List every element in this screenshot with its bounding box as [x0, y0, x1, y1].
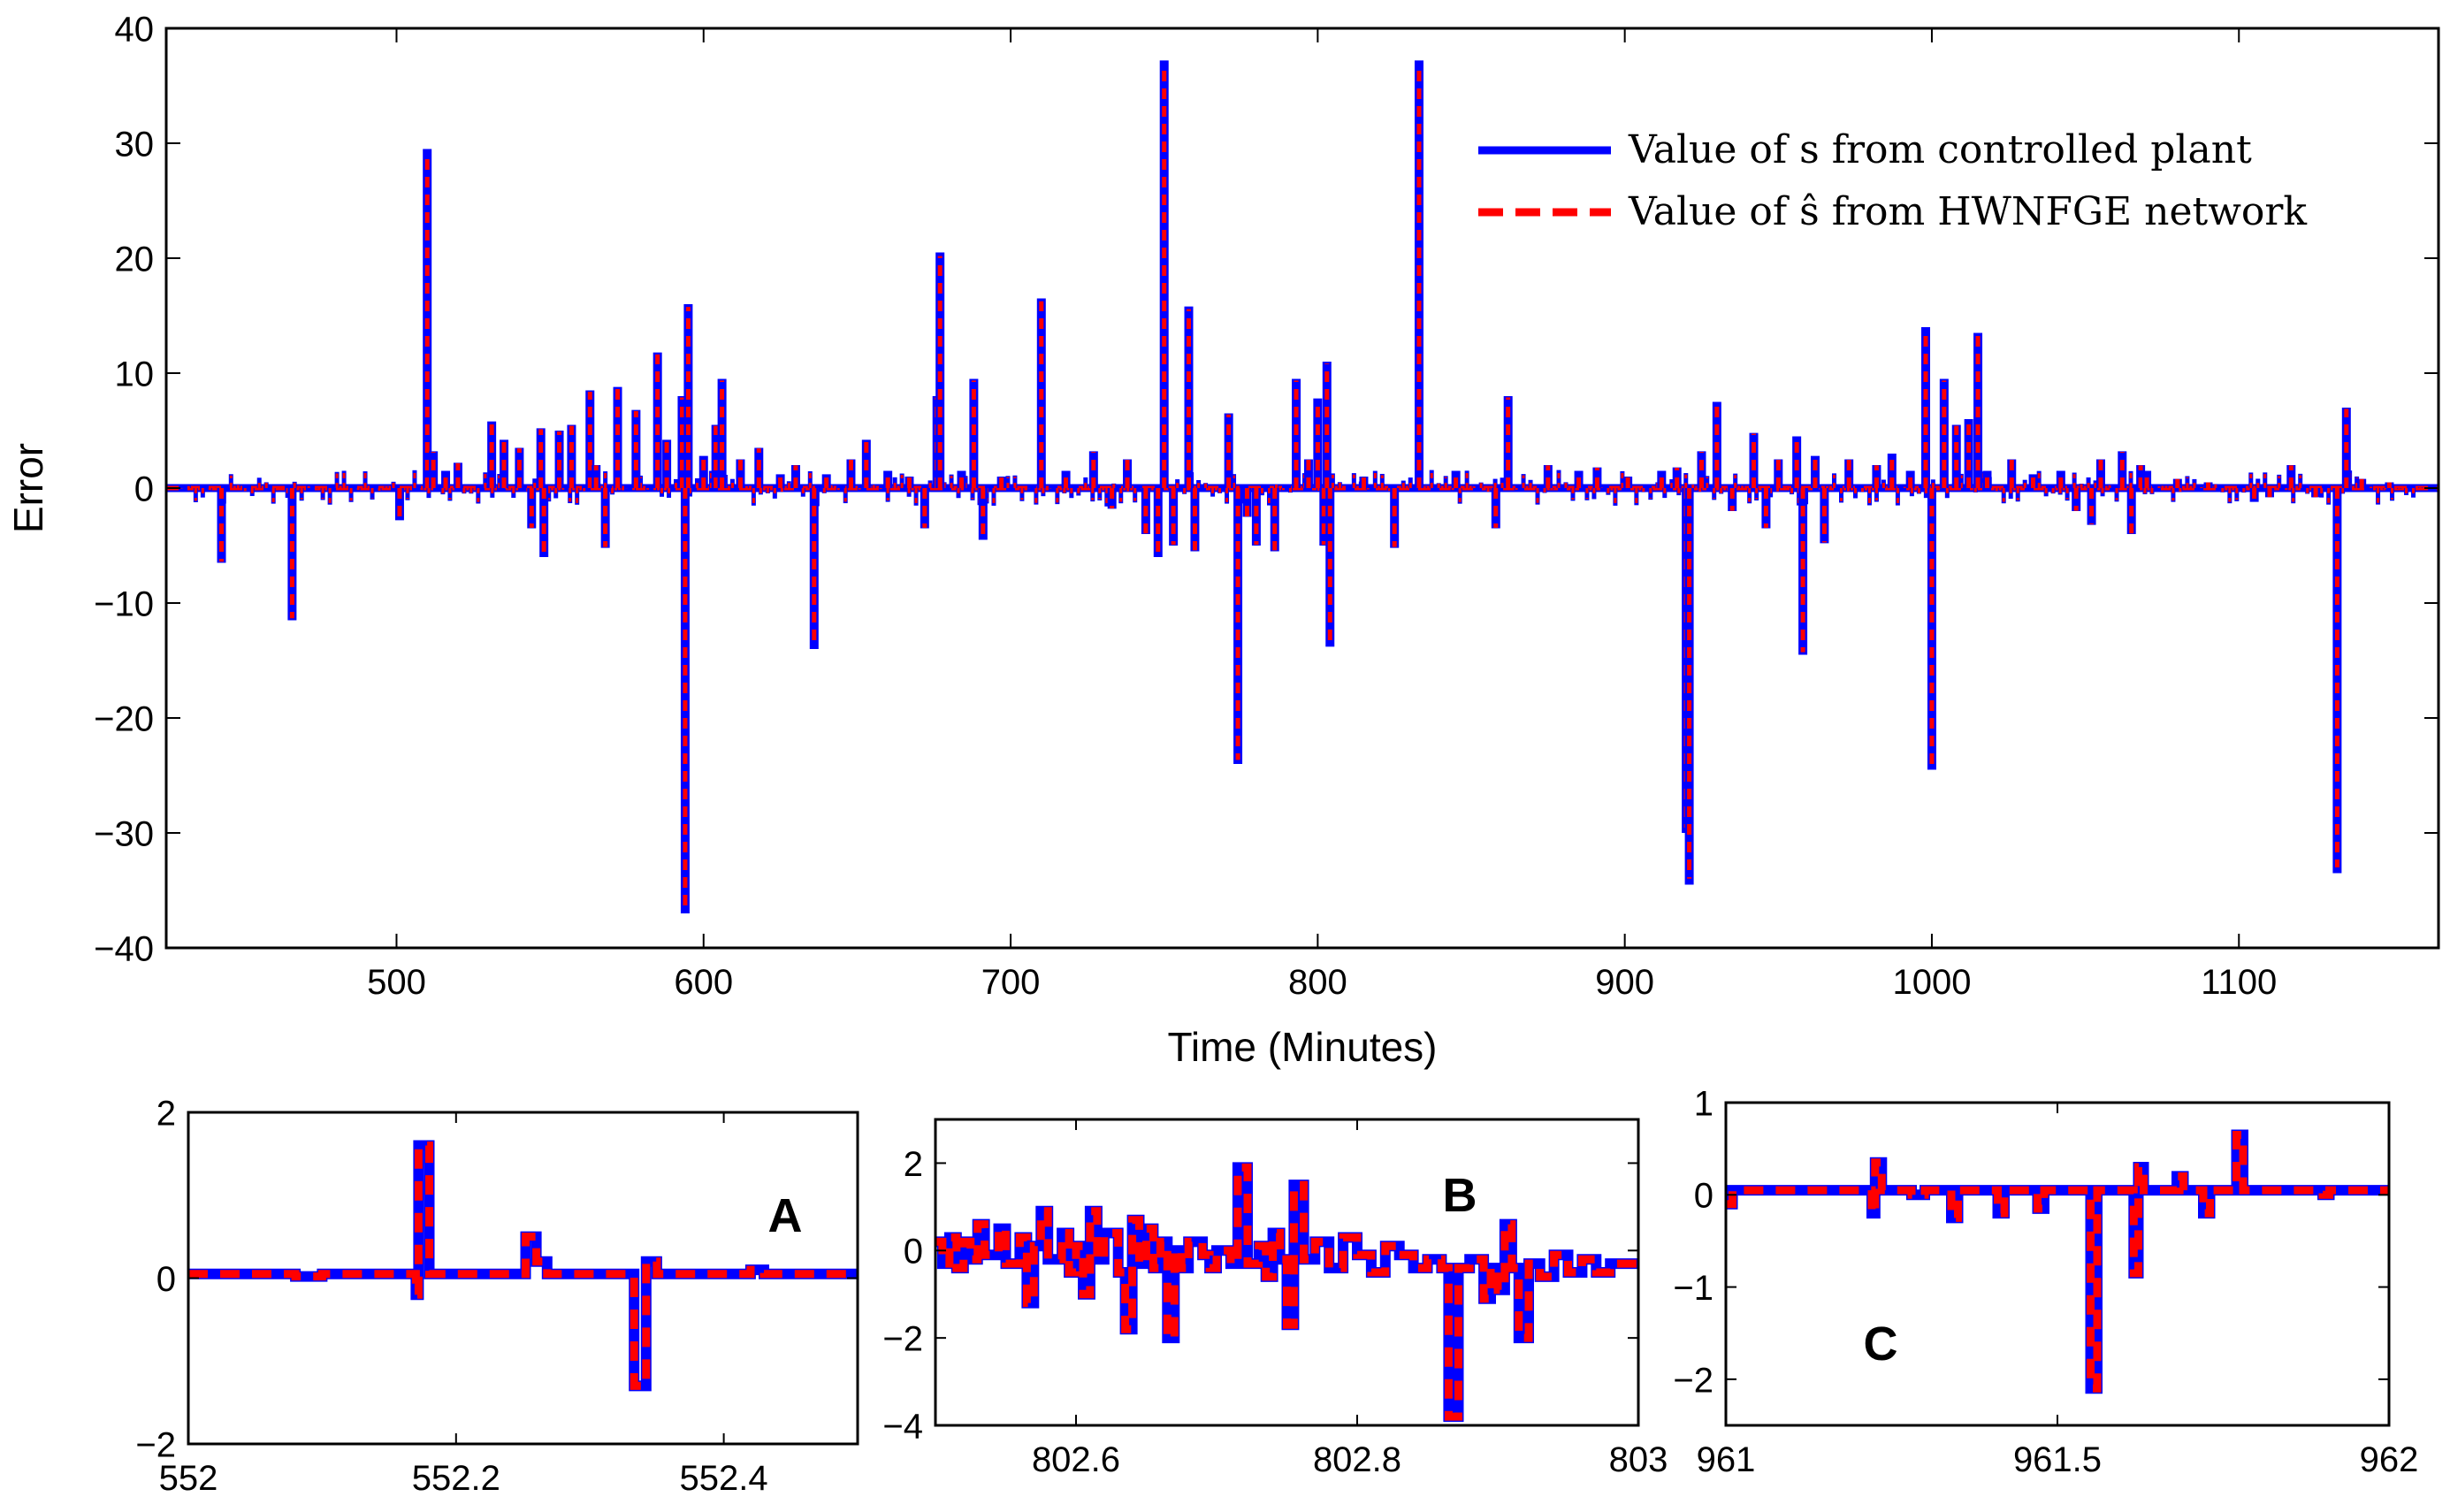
inset-b-y-tick-label: 0 [904, 1233, 923, 1271]
inset-b-series [935, 1162, 1638, 1423]
inset-a-x-tick-label: 552.4 [680, 1459, 768, 1498]
inset-c-y-tick-label: 1 [1694, 1084, 1713, 1123]
main-series-group [166, 60, 2439, 913]
inset-a-x-tick-label: 552.2 [412, 1459, 500, 1498]
inset-a-x-ticks: 552 552.2 552.4 [159, 1112, 768, 1498]
inset-c-x-tick-label: 961.5 [2013, 1440, 2102, 1479]
main-y-tick-label: 10 [115, 355, 155, 393]
main-y-tick-label: 30 [115, 125, 155, 164]
inset-b-label: B [1443, 1169, 1477, 1222]
main-x-tick-label: 900 [1595, 963, 1654, 1002]
inset-a-line-s-hat [188, 1142, 858, 1390]
inset-b-x-tick-label: 802.6 [1032, 1440, 1120, 1479]
inset-a-y-tick-label: 2 [156, 1094, 176, 1133]
inset-c-line-s-hat [1726, 1131, 2389, 1393]
inset-c-x-tick-label: 961 [1697, 1440, 1756, 1479]
main-x-tick-label: 1000 [1892, 963, 1971, 1002]
inset-c-x-tick-label: 962 [2360, 1440, 2419, 1479]
inset-b-y-tick-label: 2 [904, 1145, 923, 1184]
inset-a-y-tick-label: 0 [156, 1260, 176, 1299]
main-x-axis-title: Time (Minutes) [1168, 1024, 1438, 1070]
inset-b-x-ticks: 802.6 802.8 803 [1032, 1119, 1668, 1479]
inset-plot-c: 961 961.5 962 1 0 −1 −2 C [1673, 1084, 2418, 1479]
legend-label-s-hat: Value of ŝ from HWNFGE network [1628, 189, 2307, 234]
main-plot: 500 600 700 800 900 1000 1100 40 30 20 10 0 −10 −20 −… [5, 10, 2440, 1070]
inset-c-x-ticks: 961 961.5 962 [1697, 1103, 2419, 1479]
inset-a-series [188, 1140, 858, 1392]
main-y-tick-label: −30 [94, 814, 154, 853]
inset-b-line-s-hat [935, 1163, 1638, 1421]
inset-a-x-tick-label: 552 [159, 1459, 218, 1498]
main-y-tick-label: 20 [115, 240, 155, 279]
inset-a-y-ticks: 2 0 −2 [135, 1094, 858, 1464]
main-y-tick-label: −20 [94, 699, 154, 738]
main-x-tick-label: 1100 [2201, 963, 2277, 1002]
legend-label-s: Value of s from controlled plant [1628, 127, 2252, 172]
inset-c-series [1726, 1129, 2389, 1394]
main-y-axis-title: Error [5, 443, 51, 533]
main-x-tick-label: 500 [367, 963, 426, 1002]
inset-b-y-ticks: 2 0 −2 −4 [882, 1145, 1638, 1446]
main-x-tick-label: 700 [981, 963, 1041, 1002]
main-y-tick-label: −40 [94, 929, 154, 968]
inset-b-y-tick-label: −2 [882, 1320, 923, 1359]
main-x-ticks: 500 600 700 800 900 1000 1100 [367, 28, 2277, 1002]
inset-b-axes-frame [934, 1118, 1640, 1427]
inset-plot-b: 802.6 802.8 803 2 0 −2 −4 B [882, 1118, 1668, 1479]
inset-c-y-tick-label: −2 [1673, 1361, 1713, 1400]
inset-c-y-ticks: 1 0 −1 −2 [1673, 1084, 2389, 1400]
inset-b-x-tick-label: 802.8 [1313, 1440, 1401, 1479]
main-x-tick-label: 800 [1288, 963, 1347, 1002]
inset-b-y-tick-label: −4 [882, 1407, 923, 1446]
main-y-tick-label: −10 [94, 584, 154, 623]
main-x-tick-label: 600 [674, 963, 733, 1002]
inset-plot-a: 552 552.2 552.4 2 0 −2 A [135, 1094, 859, 1498]
legend: Value of s from controlled plant Value o… [1478, 127, 2307, 234]
inset-c-y-tick-label: 0 [1694, 1177, 1713, 1216]
inset-a-label: A [768, 1189, 803, 1242]
main-y-tick-label: 0 [134, 470, 154, 508]
main-y-ticks: 40 30 20 10 0 −10 −20 −30 −40 [94, 10, 2439, 968]
inset-a-y-tick-label: −2 [135, 1425, 176, 1464]
inset-c-y-tick-label: −1 [1673, 1269, 1713, 1308]
inset-b-x-tick-label: 803 [1609, 1440, 1668, 1479]
inset-c-label: C [1864, 1317, 1898, 1371]
main-y-tick-label: 40 [115, 10, 155, 49]
